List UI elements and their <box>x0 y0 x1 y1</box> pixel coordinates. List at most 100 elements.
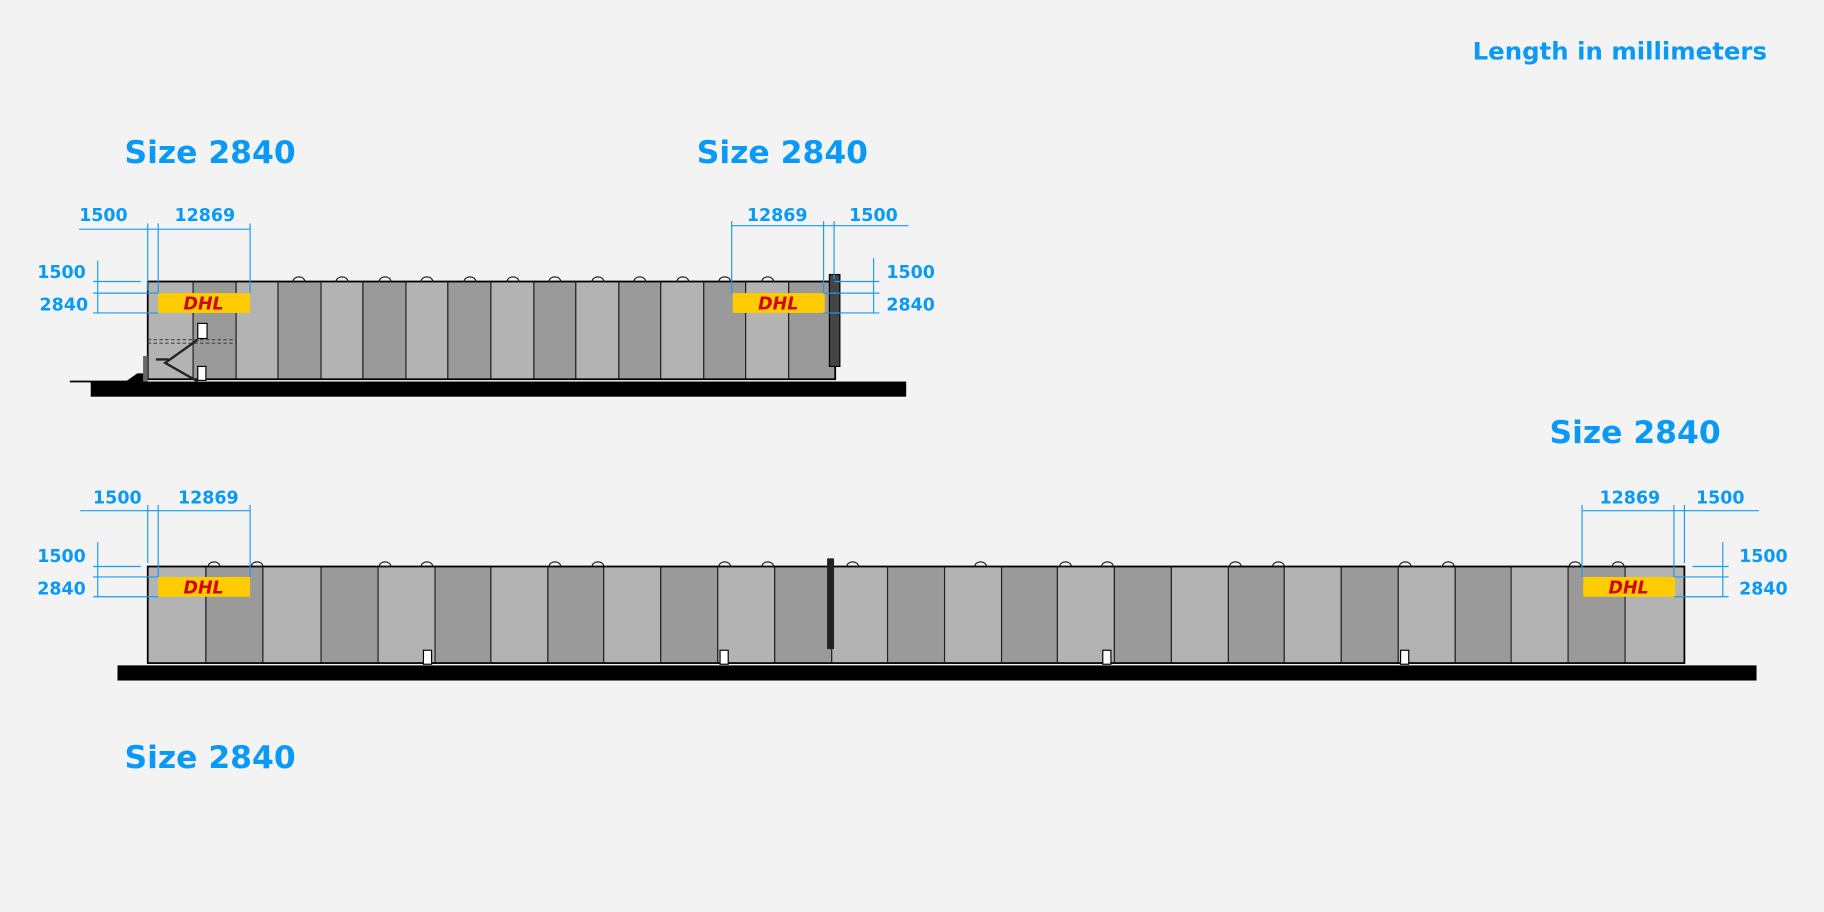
roof-vent <box>1228 561 1242 567</box>
dhl-logo: DHL <box>1583 576 1676 598</box>
wall-panel <box>1454 565 1512 664</box>
wall-panel <box>490 280 535 380</box>
wall-panel <box>618 280 662 380</box>
dim-label: 1500 <box>37 263 86 283</box>
roof-vent <box>1272 561 1285 567</box>
wall-panel <box>717 565 776 664</box>
door <box>719 649 729 665</box>
roof-vent <box>718 276 732 282</box>
dim-label: 1500 <box>1739 547 1788 567</box>
roof-vent <box>1059 561 1072 567</box>
roof-vent <box>292 276 306 282</box>
roof-vent <box>761 276 775 282</box>
svg-text:DHL: DHL <box>1608 578 1648 598</box>
dim-label: 1500 <box>37 547 86 567</box>
size-label-bottom-left: Size 2840 <box>124 740 295 776</box>
door <box>197 365 207 381</box>
wall-panel <box>434 565 492 664</box>
wall-panel <box>1340 565 1399 664</box>
roof-vent <box>378 276 392 282</box>
wall-panel <box>603 565 662 664</box>
dhl-logo: DHL <box>158 576 251 598</box>
wall-panel <box>1170 565 1229 664</box>
dim-label: 1500 <box>849 206 898 226</box>
svg-text:DHL: DHL <box>183 294 223 314</box>
dim-label: 1500 <box>1696 489 1745 509</box>
stairs <box>163 338 199 383</box>
roof-vent <box>846 561 860 567</box>
dim-label: 1500 <box>93 489 142 509</box>
dim-label: 12869 <box>174 206 235 226</box>
wall-panel <box>320 565 379 664</box>
roof-vent <box>548 561 562 567</box>
roof-vent <box>1101 561 1114 567</box>
roof-vent <box>676 276 690 282</box>
roof-vent <box>335 276 349 282</box>
dim-label: 12869 <box>747 206 808 226</box>
dim-label: 2840 <box>40 296 89 316</box>
wall-panel <box>490 565 549 664</box>
door <box>1102 649 1112 665</box>
roof-vent <box>718 561 732 567</box>
roof-vent <box>548 276 562 282</box>
wall-panel <box>1000 565 1058 664</box>
roof-vent <box>591 561 605 567</box>
door <box>197 322 208 340</box>
roof-vent <box>250 561 264 567</box>
roof-vent <box>1398 561 1412 567</box>
wall-panel <box>262 565 322 664</box>
wall-panel <box>1056 565 1115 664</box>
ladder <box>827 558 835 650</box>
roof-vent <box>633 276 647 282</box>
wall-panel <box>831 565 889 664</box>
dimension-lines-top: 1500 12869 12869 1500 1500 2840 1500 284… <box>37 206 935 316</box>
roof-vent <box>1441 561 1455 567</box>
roof-vent <box>591 276 605 282</box>
wall-panel <box>547 565 605 664</box>
unit-note: Length in millimeters <box>1473 36 1767 65</box>
dimension-lines-bottom: 1500 12869 12869 1500 1500 2840 1500 284… <box>37 489 1787 600</box>
dhl-logo: DHL <box>158 293 251 314</box>
roof-vent <box>974 561 988 567</box>
wall-panel <box>1510 565 1569 664</box>
svg-text:DHL: DHL <box>183 578 223 598</box>
size-label-top-left: Size 2840 <box>124 135 295 171</box>
roof-vent <box>761 561 775 567</box>
roof-vent <box>1568 561 1582 567</box>
wall-panel <box>447 280 492 380</box>
door <box>1399 649 1410 665</box>
wall-panel <box>1227 565 1285 664</box>
roof-vent <box>463 276 477 282</box>
dim-label: 2840 <box>886 296 935 316</box>
wall-panel <box>575 280 620 380</box>
wall-panel <box>886 565 946 664</box>
ground-slab <box>117 665 1757 681</box>
wall-panel <box>1113 565 1172 664</box>
ladder <box>828 273 841 368</box>
size-label-top-right: Size 2840 <box>697 135 868 171</box>
building-outline <box>146 565 1686 664</box>
door <box>422 649 433 665</box>
svg-text:DHL: DHL <box>758 294 798 314</box>
roof-vent <box>420 276 434 282</box>
wall-panel <box>1283 565 1342 664</box>
size-label-bottom-right: Size 2840 <box>1549 415 1720 451</box>
roof-vent <box>207 561 221 567</box>
wall-panel <box>660 280 705 380</box>
roof-vent <box>378 561 392 567</box>
wall-panel <box>362 280 407 380</box>
dim-label: 1500 <box>79 206 128 226</box>
roof-vent <box>420 561 434 567</box>
wall-panel <box>1397 565 1456 664</box>
roof-vent <box>506 276 520 282</box>
wall-panel <box>377 565 436 664</box>
wall-panel <box>405 280 449 380</box>
wall-panel <box>533 280 577 380</box>
dhl-logo: DHL <box>732 293 825 314</box>
dim-label: 2840 <box>1739 579 1788 599</box>
wall-panel <box>660 565 719 664</box>
dim-label: 12869 <box>178 489 239 509</box>
wall-panel <box>943 565 1003 664</box>
roof-vent <box>1611 561 1625 567</box>
